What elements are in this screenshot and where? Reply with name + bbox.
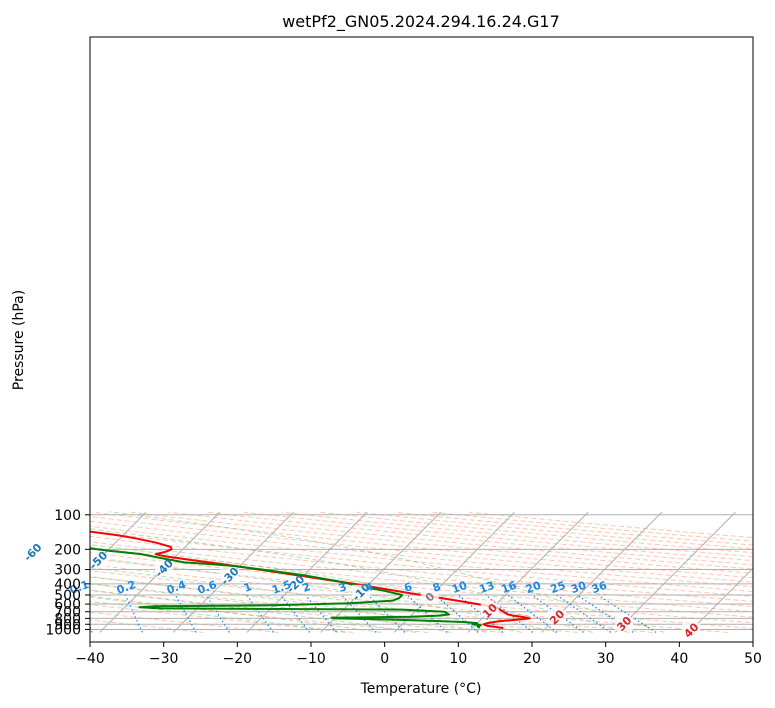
dry-adiabat [90, 596, 429, 633]
mixing-ratio-line [532, 594, 584, 633]
isotherm-label-bg [547, 610, 566, 625]
x-tick-label: 40 [670, 651, 688, 667]
y-tick-label: 100 [54, 508, 81, 524]
mixing-ratio-label: 0.1 [68, 578, 91, 597]
y-tick-label: 900 [54, 617, 81, 633]
y-tick-label: 200 [54, 542, 81, 558]
x-tick-label: −20 [223, 651, 253, 667]
mixing-ratio-label: 0.6 [196, 578, 219, 597]
plot-frame [89, 36, 754, 643]
mixing-ratio-line [598, 594, 657, 633]
mixing-ratio-label: 13 [477, 579, 496, 596]
mixing-ratio-label: 1 [242, 580, 254, 595]
x-axis-label: Temperature (°C) [360, 681, 482, 697]
mixing-ratio-line [577, 594, 634, 633]
mixing-ratio-label: 16 [500, 579, 519, 597]
isotherm-label-bg [154, 561, 173, 576]
mixing-ratio-label: 0.4 [165, 578, 188, 597]
axis-ticks: −40 −30 −20 −10 0 10 20 30 40 5010020030040050060… [45, 508, 762, 667]
dry-adiabat [90, 552, 753, 618]
mixing-ratio-line [125, 595, 143, 633]
dry-adiabat [90, 535, 753, 602]
mixing-ratio-line [205, 595, 230, 633]
isotherm-label-bg [220, 568, 239, 583]
isotherm-label-bg [420, 589, 439, 604]
x-tick-label: 10 [449, 651, 467, 667]
line-labels: -100-90-80-70-60-50-40-30-20-10010203040… [21, 541, 701, 641]
y-tick-label: 400 [54, 577, 81, 593]
y-tick-label: 800 [54, 611, 81, 627]
dry-adiabat [90, 530, 753, 597]
x-tick-label: 30 [597, 651, 615, 667]
dry-adiabat [206, 511, 753, 566]
mixing-ratio-label: 3 [337, 580, 349, 595]
isotherm-label-bg [286, 576, 305, 591]
x-tick-label: −30 [149, 651, 179, 667]
dry-adiabat [90, 541, 753, 608]
mixing-ratio-label: 25 [549, 579, 568, 596]
mixing-ratio-line [556, 594, 612, 633]
mixing-ratio-label: 10 [450, 579, 469, 597]
y-tick-label: 1000 [45, 623, 81, 639]
moist-adiabat [90, 528, 629, 633]
isotherm-label-bg [89, 553, 108, 568]
mixing-ratio-label: 2 [301, 580, 313, 595]
x-tick-label: 0 [380, 651, 389, 667]
dry-adiabat [90, 546, 753, 613]
x-tick-label: 20 [523, 651, 541, 667]
mixing-ratio-label: 8 [431, 580, 443, 595]
y-tick-label: 500 [54, 588, 81, 604]
mixing-ratio-label: 6 [402, 580, 414, 595]
mixing-ratio-line [368, 595, 406, 633]
dry-adiabat [90, 558, 753, 624]
isotherm [688, 567, 753, 633]
mixing-ratio-line [175, 595, 197, 633]
dry-adiabat [90, 564, 753, 630]
isotherm-label-bg [682, 623, 701, 638]
isotherm [320, 511, 442, 633]
isotherm [614, 511, 736, 633]
moist-adiabat [90, 575, 487, 633]
isotherm [90, 511, 147, 570]
mixing-ratio-line [435, 595, 479, 633]
mixing-ratio-label: 0.2 [115, 578, 138, 597]
isotherm-label-bg [352, 584, 371, 599]
mixing-ratio-label: 36 [590, 579, 609, 597]
mixing-ratio-line [305, 595, 338, 633]
isotherm [393, 511, 515, 633]
mixing-ratio-line [341, 595, 377, 633]
isotherm-label-bg [480, 603, 499, 618]
mixing-ratio-line [407, 595, 448, 633]
isotherm-label-bg [615, 616, 634, 631]
x-tick-label: 50 [744, 651, 762, 667]
mixing-ratio-label: 30 [569, 579, 588, 597]
y-tick-label: 600 [54, 597, 81, 613]
chart-title: wetPf2_GN05.2024.294.16.24.G17 [282, 12, 560, 32]
dewpoint-profile [90, 547, 482, 629]
mixing-ratio-label: 20 [524, 579, 543, 597]
dry-adiabat [90, 515, 753, 583]
y-tick-label: 700 [54, 605, 81, 621]
y-tick-label: 300 [54, 563, 81, 579]
isotherm [246, 511, 368, 633]
mixing-ratio-label: 4 [363, 580, 375, 595]
mixing-ratio-label: 1.5 [270, 578, 293, 597]
x-tick-label: −40 [75, 651, 105, 667]
dry-adiabat [90, 525, 753, 593]
y-axis-label: Pressure (hPa) [11, 290, 27, 390]
isotherm-label-bg [23, 545, 42, 560]
x-tick-label: −10 [296, 651, 326, 667]
